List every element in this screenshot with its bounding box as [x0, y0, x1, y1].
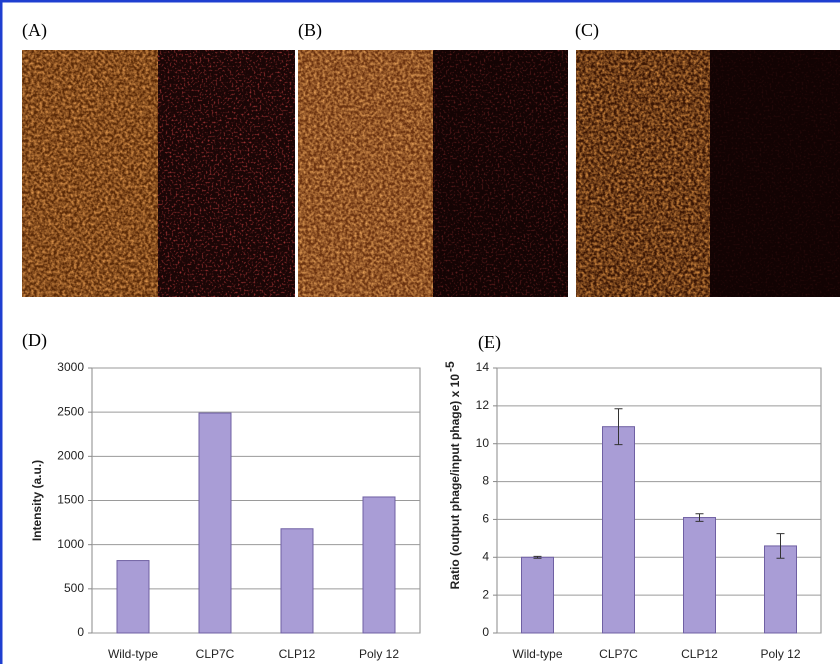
panel-label: (D): [22, 330, 47, 351]
y-tick-label: 14: [476, 360, 490, 374]
y-tick-label: 6: [482, 512, 489, 526]
y-tick-label: 0: [77, 625, 84, 639]
y-tick-label: 1500: [57, 493, 84, 507]
bar: [522, 557, 554, 633]
x-tick-label: CLP12: [279, 647, 316, 661]
y-axis-label-exponent: -5: [443, 361, 457, 372]
bar: [117, 561, 149, 633]
y-tick-label: 3000: [57, 360, 84, 374]
y-tick-label: 12: [476, 398, 490, 412]
panel-label: (A): [22, 20, 47, 41]
micrograph-a: [22, 50, 295, 297]
y-tick-label: 2000: [57, 449, 84, 463]
micrograph-b: [298, 50, 568, 297]
y-tick-label: 8: [482, 474, 489, 488]
x-tick-label: Poly 12: [359, 647, 399, 661]
panel-label: (C): [575, 20, 599, 41]
y-tick-label: 500: [64, 581, 84, 595]
x-tick-label: Poly 12: [760, 647, 800, 661]
x-tick-label: CLP12: [681, 647, 718, 661]
x-tick-label: CLP7C: [196, 647, 235, 661]
y-axis-label: Intensity (a.u.): [30, 460, 44, 541]
y-tick-label: 2: [482, 587, 489, 601]
y-tick-label: 1000: [57, 537, 84, 551]
panel-label: (E): [478, 332, 501, 353]
bar: [765, 546, 797, 633]
bar: [684, 518, 716, 633]
x-tick-label: Wild-type: [108, 647, 158, 661]
bar: [199, 413, 231, 633]
y-tick-label: 10: [476, 436, 490, 450]
y-tick-label: 4: [482, 549, 489, 563]
bar: [363, 497, 395, 633]
x-tick-label: CLP7C: [599, 647, 638, 661]
y-tick-label: 0: [482, 625, 489, 639]
micrograph-c: [576, 50, 840, 297]
figure: (A) (B) (C) (D) (E) 0 500 1000 1500 2000 2500…: [0, 0, 840, 664]
bar: [603, 427, 635, 633]
y-tick-label: 2500: [57, 404, 84, 418]
y-axis-label: Ratio (output phage/input phage) x 10: [448, 374, 462, 590]
bar: [281, 529, 313, 633]
x-tick-label: Wild-type: [512, 647, 562, 661]
panel-label: (B): [298, 20, 322, 41]
